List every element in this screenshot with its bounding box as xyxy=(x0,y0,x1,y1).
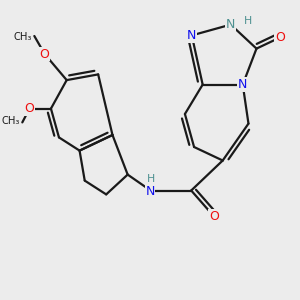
Text: O: O xyxy=(209,210,219,223)
Text: N: N xyxy=(145,184,155,198)
Text: CH₃: CH₃ xyxy=(1,116,20,126)
Text: O: O xyxy=(40,47,50,61)
Text: N: N xyxy=(187,29,196,42)
Text: H: H xyxy=(244,16,253,26)
Text: CH₃: CH₃ xyxy=(13,32,32,43)
Text: O: O xyxy=(275,31,285,44)
Text: N: N xyxy=(226,18,236,31)
Text: H: H xyxy=(147,173,155,184)
Text: N: N xyxy=(238,78,248,91)
Text: O: O xyxy=(25,102,34,115)
